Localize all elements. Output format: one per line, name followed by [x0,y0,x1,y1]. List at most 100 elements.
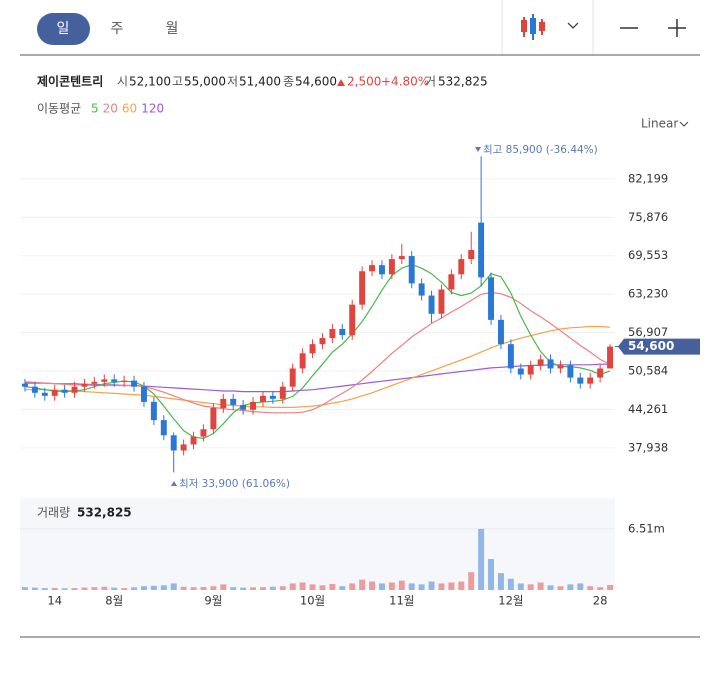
candle-body [468,249,475,260]
candle-body [210,407,217,430]
volume-bar [150,585,157,590]
high-annotation: 최고 85,900 (-36.44%) [483,144,598,156]
volume-bar [91,587,98,590]
volume-bar [567,584,574,590]
last-price-label: 54,600 [628,339,674,353]
volume-bar [478,528,485,590]
high-marker [475,147,481,152]
volume-bar [41,588,48,590]
candle-body [398,256,405,260]
volume-bar [51,587,58,590]
candle-body [289,368,296,387]
zoom-in[interactable] [668,19,686,37]
volume-bar [21,587,28,590]
legend-item: 5 [91,102,99,116]
quote-value: 51,400 [239,75,281,89]
quote-value: 532,825 [438,75,488,89]
volume-bar [160,585,167,590]
candle-body [329,328,336,339]
volume-bar [170,583,177,590]
volume-title: 거래량 [37,506,70,520]
volume-bar [557,586,564,590]
last-price-tag [618,338,700,355]
candle-body [41,392,48,396]
volume-bar [131,587,138,590]
volume-bar [319,585,326,590]
candle-body [428,295,435,314]
volume-bar [250,587,257,590]
volume-bar [220,584,227,590]
volume-bar [488,559,495,590]
tab-active[interactable] [37,13,90,45]
candle-body [101,379,108,382]
volume-bar [359,579,366,590]
volume-bar [497,573,504,590]
chart-type-icon[interactable] [521,14,545,40]
volume-bar [81,587,88,590]
volume-bar [259,587,266,590]
y-tick-label: 6.51m [628,521,665,535]
volume-bar [408,583,415,590]
dropdown-chevron[interactable] [567,22,579,29]
y-tick-label: 37,938 [628,440,668,454]
legend-item: 20 [103,102,118,116]
legend-title: 이동평균 [37,102,81,116]
candle-body [369,265,376,272]
candle-body [21,383,28,387]
ma-line [25,363,610,393]
volume-bar [537,582,544,590]
candle-body [250,401,257,410]
quote-label: 시 [117,75,128,89]
candle-body [339,328,346,336]
candle-body [547,359,554,369]
candle-body [537,359,544,366]
volume-bar [101,586,108,590]
volume-bar [458,581,465,590]
volume-bar [378,583,385,590]
candle-body [240,404,247,410]
volume-bar [210,586,217,590]
volume-bar [577,583,584,590]
candle-body [31,386,38,393]
candle-body [91,381,98,384]
volume-bar [507,578,514,590]
candle-body [577,377,584,384]
quote-label: 종 [283,75,294,89]
candle-body [160,420,167,436]
candle-body [51,389,58,396]
candle-body [259,395,266,402]
tab[interactable]: 주 [111,21,124,37]
tab[interactable]: 일 [57,21,70,37]
y-tick-label: 44,261 [628,402,668,416]
scale-menu[interactable]: Linear [641,117,678,131]
candle-body [279,386,286,399]
x-tick-label: 9월 [204,594,222,608]
volume-bar [240,587,247,590]
volume-bar [468,572,475,590]
candle-body [349,304,356,336]
candle-body [458,259,465,275]
volume-bar [329,583,336,590]
candle-body [607,346,614,369]
candle-body [567,365,574,378]
candle-body [200,429,207,437]
tab[interactable]: 월 [166,21,179,37]
stock-name: 제이콘텐트리 [37,74,103,89]
volume-bar [200,586,207,590]
volume-bar [438,583,445,590]
candle-body [121,380,128,382]
volume-bar [597,587,604,590]
volume-bar [31,587,38,590]
scale-chevron[interactable] [679,121,689,127]
volume-bar [369,581,376,590]
candle-body [131,380,138,387]
x-tick-label: 10월 [300,594,325,608]
candle-body [190,436,197,445]
candle-body [418,283,425,296]
y-tick-label: 82,199 [628,171,668,185]
candle-body [587,377,594,384]
quote-label: 저 [227,75,238,89]
candle-body [378,265,385,275]
x-tick-label: 11월 [389,594,414,608]
candle-body [299,353,306,369]
